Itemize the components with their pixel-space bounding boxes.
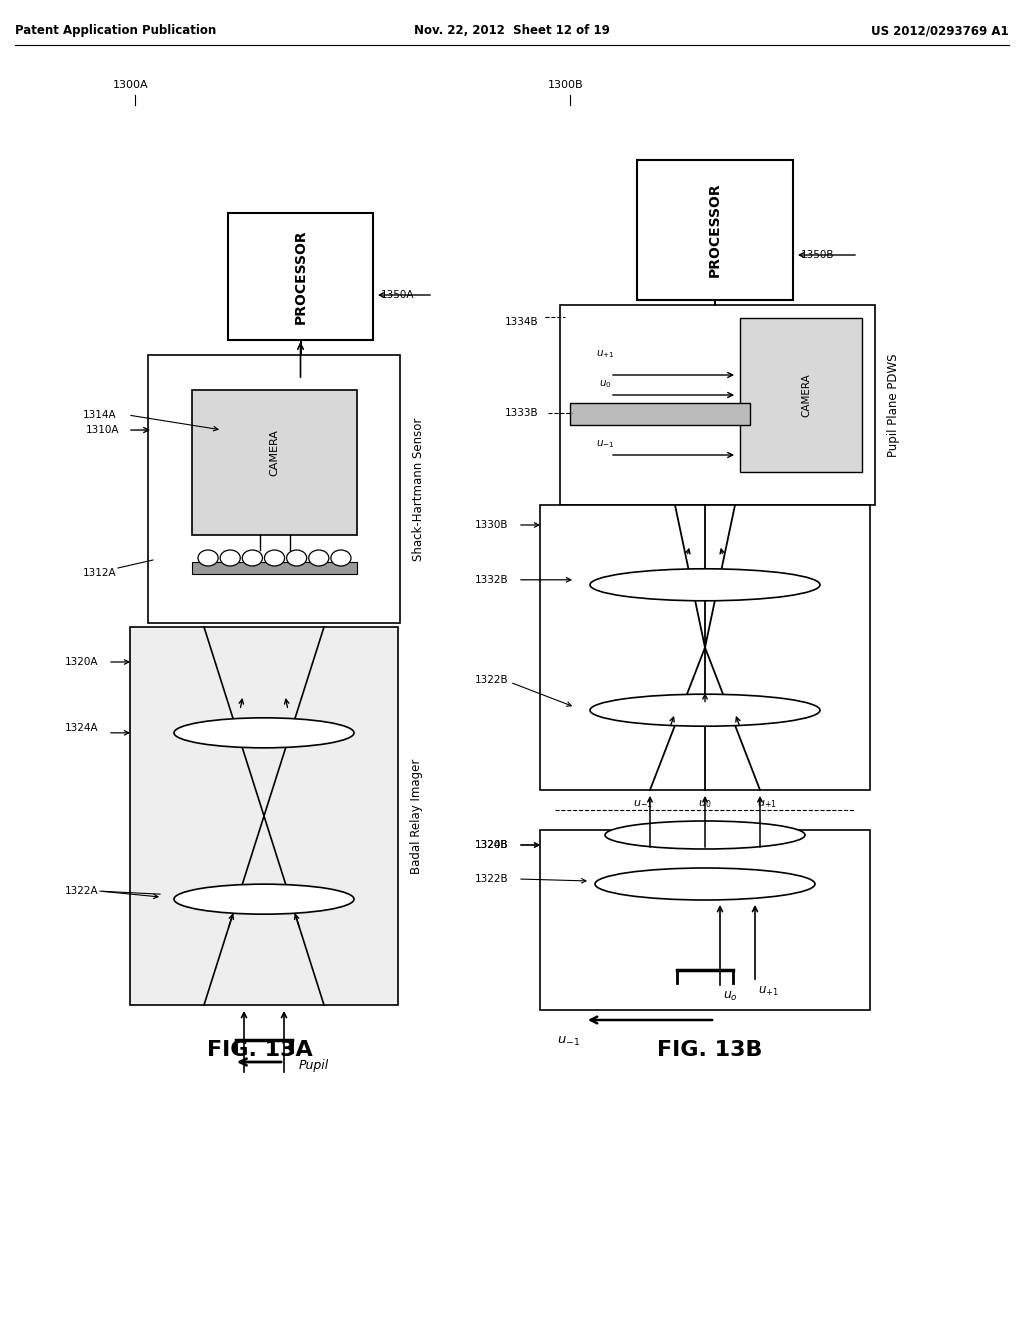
Text: Badal Relay Imager: Badal Relay Imager	[410, 758, 423, 874]
Text: 1350B: 1350B	[801, 249, 835, 260]
Bar	[148, 355, 400, 623]
Text: 1314A: 1314A	[83, 411, 117, 420]
Bar	[540, 506, 870, 789]
Ellipse shape	[198, 550, 218, 566]
Text: $u_o$: $u_o$	[723, 990, 738, 1003]
Text: 1322B: 1322B	[475, 874, 509, 884]
Text: 1300B: 1300B	[548, 81, 584, 90]
Bar	[560, 305, 874, 506]
Text: FIG. 13B: FIG. 13B	[657, 1040, 763, 1060]
Text: Pupil Plane PDWS: Pupil Plane PDWS	[887, 354, 900, 457]
Text: FIG. 13A: FIG. 13A	[207, 1040, 313, 1060]
Text: $u_{+1}$: $u_{+1}$	[758, 985, 779, 998]
Ellipse shape	[174, 884, 354, 915]
Text: CAMERA: CAMERA	[801, 374, 811, 417]
Ellipse shape	[308, 550, 329, 566]
Text: Nov. 22, 2012  Sheet 12 of 19: Nov. 22, 2012 Sheet 12 of 19	[414, 24, 610, 37]
Text: 1322A: 1322A	[65, 886, 98, 896]
Bar	[193, 562, 357, 574]
Ellipse shape	[331, 550, 351, 566]
Text: 1334B: 1334B	[505, 317, 539, 327]
Text: Pupil: Pupil	[299, 1059, 330, 1072]
Text: Patent Application Publication: Patent Application Publication	[15, 24, 216, 37]
Bar	[740, 318, 862, 473]
Ellipse shape	[595, 869, 815, 900]
Text: Shack-Hartmann Sensor: Shack-Hartmann Sensor	[412, 417, 425, 561]
Text: 1320A: 1320A	[65, 657, 98, 667]
Text: US 2012/0293769 A1: US 2012/0293769 A1	[871, 24, 1009, 37]
Ellipse shape	[220, 550, 241, 566]
Text: $u_{-1}$: $u_{-1}$	[633, 799, 653, 810]
Text: 1350A: 1350A	[381, 290, 415, 300]
Text: 1332B: 1332B	[475, 574, 509, 585]
Ellipse shape	[605, 821, 805, 849]
Text: $u_{+1}$: $u_{+1}$	[757, 799, 777, 810]
Text: $u_0$: $u_0$	[698, 799, 712, 810]
Text: 1312A: 1312A	[83, 568, 117, 578]
Text: 1330B: 1330B	[475, 520, 509, 531]
Text: 1310A: 1310A	[86, 425, 120, 436]
Ellipse shape	[287, 550, 307, 566]
Bar	[540, 830, 870, 1010]
Text: $u_0$: $u_0$	[599, 379, 611, 389]
Text: PROCESSOR: PROCESSOR	[708, 182, 722, 277]
Text: 1300A: 1300A	[113, 81, 148, 90]
Text: $u_{-1}$: $u_{-1}$	[596, 438, 614, 450]
Bar	[130, 627, 398, 1005]
Bar	[193, 389, 357, 535]
Ellipse shape	[590, 694, 820, 726]
Text: 1320B: 1320B	[475, 840, 509, 850]
Text: 1333B: 1333B	[505, 408, 539, 418]
Ellipse shape	[174, 718, 354, 748]
Bar	[570, 403, 750, 425]
Text: 1324A: 1324A	[65, 723, 98, 733]
Text: 1324B: 1324B	[475, 840, 509, 850]
Ellipse shape	[590, 569, 820, 601]
Ellipse shape	[243, 550, 262, 566]
Bar	[637, 160, 793, 300]
Ellipse shape	[264, 550, 285, 566]
Bar	[228, 213, 373, 341]
Text: CAMERA: CAMERA	[269, 429, 280, 477]
Text: PROCESSOR: PROCESSOR	[294, 230, 307, 323]
Text: $u_{-1}$: $u_{-1}$	[557, 1035, 580, 1048]
Text: $u_{+1}$: $u_{+1}$	[596, 348, 614, 360]
Text: 1322B: 1322B	[475, 676, 509, 685]
